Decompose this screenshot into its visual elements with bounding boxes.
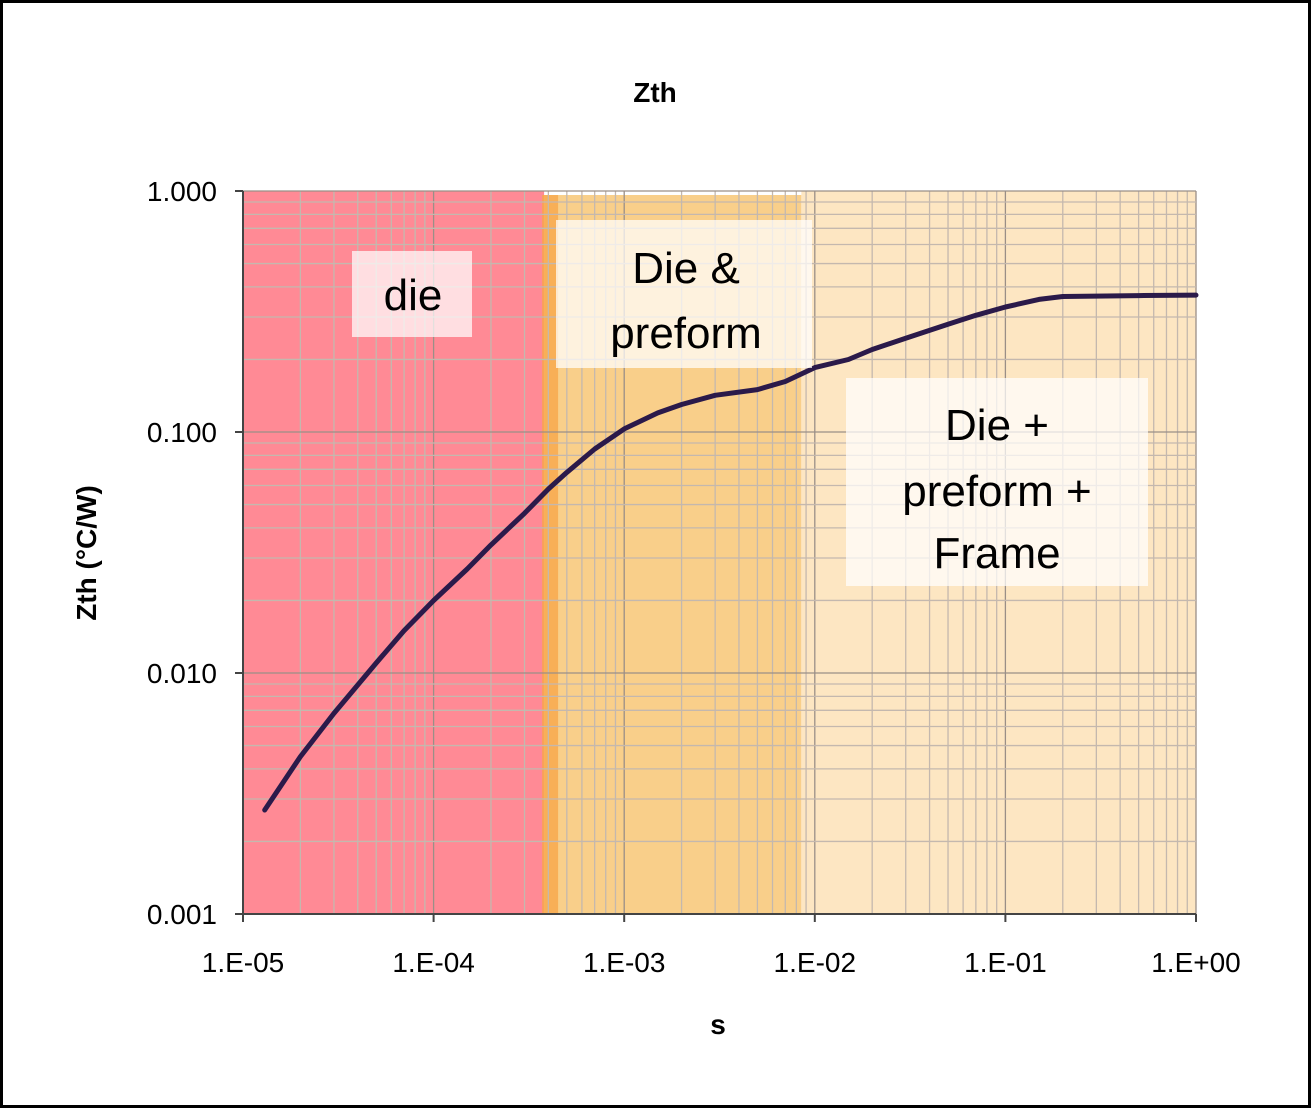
region-label-3: preform + [902,467,1092,516]
x-axis-label: s [710,1009,726,1040]
series-layer [262,292,1199,813]
region-label-1: die [384,271,443,320]
y-tick-label: 0.100 [147,417,217,448]
x-tick-label: 1.E-05 [202,947,285,978]
x-tick-label: 1.E-04 [392,947,475,978]
y-tick-label: 1.000 [147,176,217,207]
ticks-layer: 1.E-05 1.E-04 1.E-03 1.E-02 1.E-01 1.E+00 0.00… [147,176,1241,978]
region-labels-layer: die Die & preform Die + preform + Frame [352,220,1148,586]
region-label-box-2 [556,220,812,368]
series-line-1 [262,292,1199,813]
x-tick-label: 1.E-01 [964,947,1047,978]
x-tick-label: 1.E-02 [774,947,857,978]
region-label-box-1 [352,251,472,337]
x-tick-label: 1.E+00 [1151,947,1241,978]
y-axis-label: Zth (°C/W) [71,485,102,621]
x-tick-label: 1.E-03 [583,947,666,978]
region-edge [542,195,559,914]
chart-title: Zth [633,77,677,108]
region-label-3: Frame [933,529,1060,578]
y-tick-label: 0.001 [147,899,217,930]
y-tick-label: 0.010 [147,658,217,689]
region-label-box-3 [846,378,1148,586]
region-label-2: preform [610,309,762,358]
region-label-3: Die + [945,401,1049,450]
region-label-2: Die & [632,244,740,293]
